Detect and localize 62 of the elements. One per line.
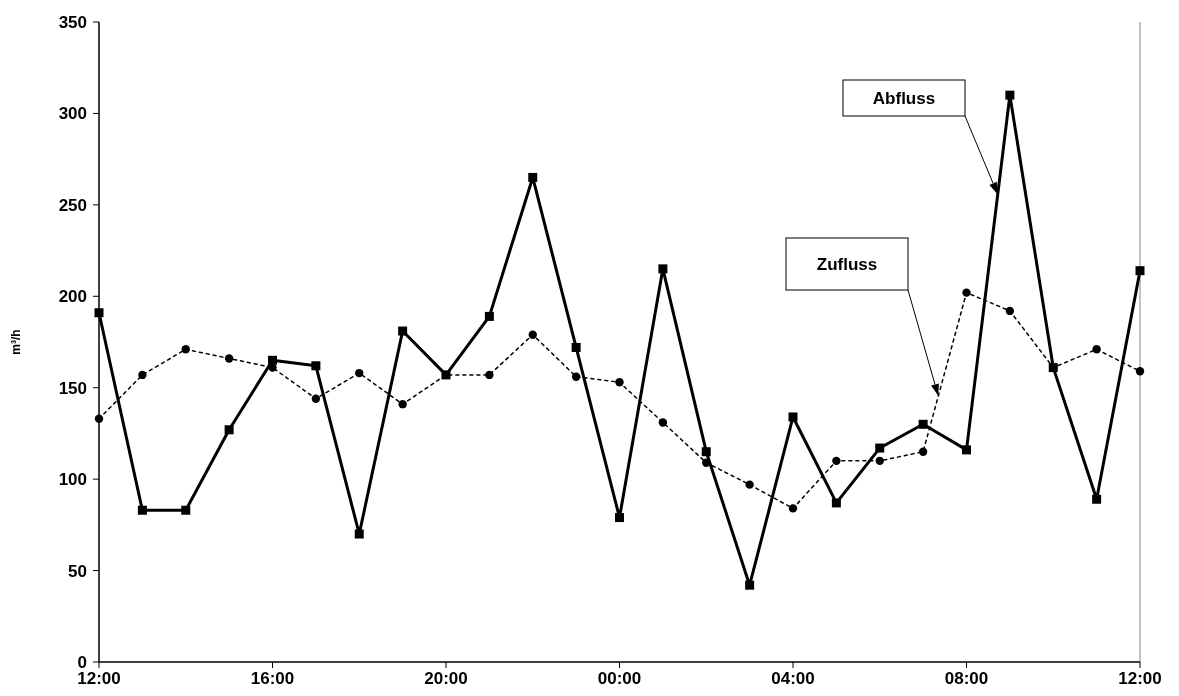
y-tick-label: 50: [68, 561, 87, 581]
point: [1135, 266, 1145, 276]
point: [745, 480, 754, 489]
point: [311, 361, 321, 371]
point: [355, 368, 364, 378]
point: [788, 412, 798, 422]
x-tick-label: 08:00: [944, 669, 989, 688]
y-tick-label: 200: [58, 287, 87, 307]
y-tick-label: 100: [58, 470, 87, 490]
point: [1005, 306, 1015, 316]
point: [615, 513, 624, 523]
y-tick-label: 150: [58, 378, 87, 398]
y-tick-label: 0: [77, 653, 87, 672]
point: [311, 394, 321, 403]
point: [962, 288, 971, 297]
y-tick-label: 300: [58, 104, 87, 124]
point: [268, 355, 277, 365]
point: [658, 264, 668, 274]
point: [658, 418, 668, 427]
point: [268, 363, 277, 372]
point: [918, 419, 928, 429]
point: [788, 504, 798, 513]
point: [398, 326, 408, 336]
y-axis-title: m³/h: [9, 329, 23, 355]
point: [398, 399, 407, 409]
x-tick-label: 00:00: [597, 669, 642, 688]
point: [1135, 367, 1145, 376]
point: [485, 370, 494, 380]
point: [701, 447, 711, 457]
text: Zufluss: [816, 255, 878, 274]
point: [528, 330, 537, 339]
point: [745, 580, 755, 590]
x-tick-label: 16:00: [250, 669, 295, 688]
y-tick-label: 350: [58, 13, 87, 32]
point: [484, 311, 494, 321]
point: [615, 378, 624, 387]
point: [1005, 90, 1015, 100]
point: [137, 505, 147, 515]
point: [354, 529, 364, 539]
x-tick-label: 12:00: [1118, 669, 1162, 688]
point: [962, 445, 971, 455]
point: [831, 498, 841, 508]
point: [832, 456, 841, 466]
point: [528, 172, 538, 182]
point: [875, 443, 885, 453]
x-tick-label: 12:00: [77, 669, 121, 688]
point: [181, 505, 191, 515]
text: Abfluss: [872, 89, 936, 108]
point: [1092, 345, 1101, 354]
y-tick-label: 250: [58, 195, 87, 215]
point: [918, 447, 928, 456]
point: [1092, 494, 1102, 504]
point: [138, 370, 147, 380]
point: [702, 458, 711, 467]
point: [224, 425, 234, 435]
point: [571, 372, 581, 381]
x-tick-label: 04:00: [771, 669, 815, 688]
point: [875, 456, 884, 466]
point: [181, 345, 190, 354]
x-tick-label: 20:00: [424, 669, 468, 688]
point: [571, 342, 581, 352]
point: [224, 354, 234, 363]
